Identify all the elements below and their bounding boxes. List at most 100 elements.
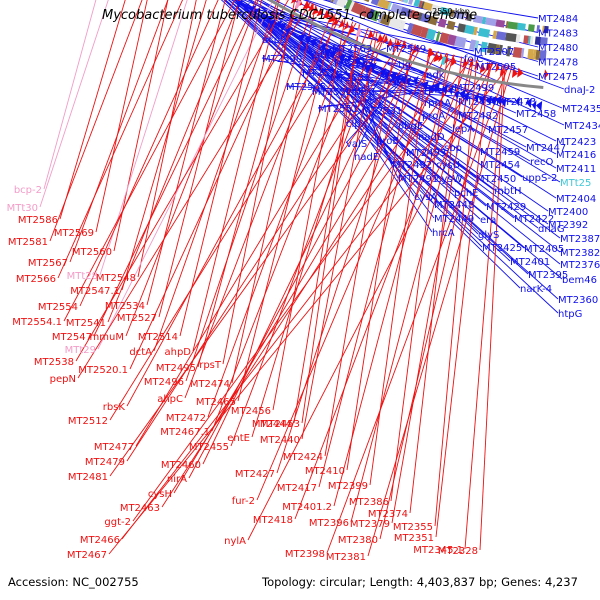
reverse-gene-arrow — [367, 29, 374, 40]
reverse-label-connector — [379, 62, 493, 540]
feature-block — [505, 32, 517, 43]
feature-block — [512, 46, 523, 58]
forward-gene-label: MT2376 — [560, 260, 600, 271]
reverse-gene-arrow — [394, 38, 401, 49]
reverse-label-connector — [231, 4, 317, 384]
reverse-gene-arrow — [316, 7, 323, 17]
feature-block — [420, 1, 425, 9]
reverse-gene-label: MT2477 — [94, 442, 134, 453]
feature-block — [527, 48, 535, 60]
reverse-gene-label: ggt-2 — [104, 517, 131, 528]
reverse-label-connector — [301, 24, 360, 424]
forward-gene-label: pchE — [454, 188, 479, 199]
forward-gene-label: MT2549 — [386, 44, 426, 55]
reverse-label-connector — [256, 52, 447, 501]
forward-gene-arrow — [265, 15, 274, 25]
feature-block — [348, 0, 355, 12]
forward-gene-arrow — [394, 74, 402, 84]
feature-block — [454, 36, 467, 49]
forward-gene-label: MT2491 — [398, 174, 438, 185]
reverse-label-connector — [435, 62, 491, 538]
feature-block — [477, 27, 491, 38]
forward-gene-arrow — [379, 67, 387, 78]
rna-feature — [355, 28, 362, 38]
reverse-label-connector — [434, 59, 478, 527]
forward-gene-label: cysA — [414, 192, 438, 203]
forward-gene-label: MT2484 — [538, 14, 578, 25]
forward-gene-arrow — [347, 53, 353, 64]
reverse-label-connector — [276, 44, 416, 474]
reverse-label-connector — [367, 65, 513, 557]
feature-block — [437, 18, 447, 28]
genome-backbone — [267, 0, 544, 89]
reverse-label-connector — [132, 58, 472, 522]
reverse-gene-label: MT2465 — [196, 397, 236, 408]
forward-gene-label: MT2478 — [538, 58, 578, 69]
forward-gene-label: nadE — [354, 152, 379, 163]
reverse-gene-label: cysH — [148, 489, 172, 500]
forward-gene-arrow — [515, 96, 520, 107]
reverse-gene-label: nylA — [224, 536, 246, 547]
reverse-gene-label: MT2581 — [8, 237, 48, 248]
reverse-gene-label: MT2538 — [34, 357, 74, 368]
position-ticks: 2900 kbp2850 kbp2800 kbp2750 kbp2700 kbp… — [432, 7, 470, 16]
reverse-gene-arrow — [343, 20, 349, 31]
forward-gene-arrow — [459, 89, 466, 100]
reverse-gene-label: entE — [227, 433, 250, 444]
forward-gene-label: MT2492 — [392, 160, 432, 171]
feature-block — [539, 50, 547, 61]
forward-gene-label: MT2493 — [406, 148, 446, 159]
reverse-gene-label: MT2351 — [394, 533, 434, 544]
reverse-gene-label: MT2374 — [368, 509, 408, 520]
reverse-gene-label: MTt30 — [7, 203, 38, 214]
feature-block — [474, 40, 480, 51]
feature-block — [360, 5, 367, 16]
reverse-gene-label: MT2554.1 — [12, 317, 62, 328]
reverse-label-connector — [207, 21, 354, 418]
reverse-gene-label: MT2444 — [252, 419, 292, 430]
feature-block — [498, 44, 503, 56]
reverse-gene-label: MTt29 — [65, 345, 96, 356]
forward-gene-label: narK-4 — [520, 284, 552, 295]
reverse-gene-label: MT2547 — [52, 332, 92, 343]
reverse-label-connector — [43, 0, 97, 190]
reverse-gene-label: MT2560 — [72, 247, 112, 258]
forward-label-connector — [234, 0, 495, 191]
forward-gene-label: MT2507 — [474, 47, 514, 58]
forward-gene-label: MT2483 — [538, 29, 578, 40]
feature-block — [464, 24, 475, 35]
reverse-gene-label: MT2472 — [166, 413, 206, 424]
forward-gene-arrow — [243, 3, 250, 12]
reverse-label-connector — [391, 59, 474, 524]
reverse-gene-label: MT2396 — [309, 518, 349, 529]
reverse-gene-label: pepN — [50, 374, 76, 385]
reverse-gene-arrow — [332, 16, 338, 27]
forward-gene-arrow — [268, 19, 276, 29]
reverse-gene-arrow — [495, 62, 500, 73]
feature-block — [527, 24, 535, 32]
reverse-label-connector — [39, 0, 109, 208]
forward-gene-arrow — [310, 38, 318, 48]
rna-feature — [440, 56, 447, 65]
forward-gene-label: era — [480, 215, 496, 226]
reverse-label-connector — [113, 0, 169, 252]
reverse-label-connector — [75, 0, 289, 362]
feature-block — [495, 19, 506, 28]
forward-gene-arrow — [262, 13, 269, 23]
forward-gene-arrow — [535, 100, 543, 111]
feature-block — [495, 31, 507, 41]
reverse-gene-label: MT2379 — [350, 519, 390, 530]
forward-gene-label: rpmA — [424, 98, 451, 109]
feature-block — [534, 36, 542, 46]
forward-gene-label: proB — [376, 136, 399, 147]
forward-gene-label: hrcA — [432, 228, 455, 239]
forward-label-connector — [266, 0, 557, 155]
reverse-gene-arrow — [468, 58, 474, 69]
feature-block — [495, 44, 500, 55]
feature-block — [506, 46, 512, 57]
forward-gene-arrow — [400, 75, 408, 86]
reverse-gene-arrow — [328, 13, 336, 23]
forward-gene-label: MT2557 — [334, 58, 374, 69]
forward-gene-arrow — [525, 97, 532, 108]
feature-block — [540, 37, 548, 46]
